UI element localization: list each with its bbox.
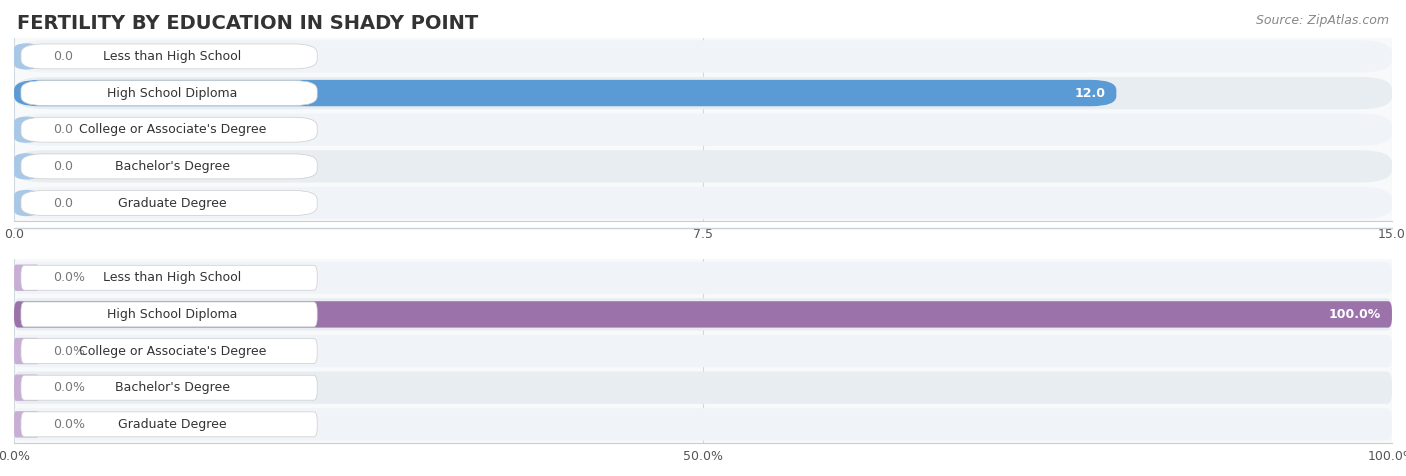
- FancyBboxPatch shape: [14, 190, 39, 216]
- FancyBboxPatch shape: [21, 302, 318, 327]
- Text: 0.0%: 0.0%: [52, 271, 84, 284]
- FancyBboxPatch shape: [14, 153, 39, 179]
- FancyBboxPatch shape: [14, 301, 1392, 327]
- FancyBboxPatch shape: [21, 375, 318, 400]
- FancyBboxPatch shape: [14, 375, 39, 401]
- FancyBboxPatch shape: [14, 187, 1392, 219]
- Text: College or Associate's Degree: College or Associate's Degree: [79, 123, 266, 136]
- Text: 0.0: 0.0: [52, 123, 73, 136]
- FancyBboxPatch shape: [14, 80, 1116, 106]
- Text: 0.0%: 0.0%: [52, 418, 84, 431]
- FancyBboxPatch shape: [14, 298, 1392, 330]
- FancyBboxPatch shape: [14, 114, 1392, 146]
- Text: 100.0%: 100.0%: [1329, 308, 1381, 321]
- FancyBboxPatch shape: [21, 338, 318, 364]
- Text: Graduate Degree: Graduate Degree: [118, 418, 226, 431]
- Text: Graduate Degree: Graduate Degree: [118, 197, 226, 209]
- Text: College or Associate's Degree: College or Associate's Degree: [79, 345, 266, 357]
- Text: 0.0%: 0.0%: [52, 381, 84, 394]
- FancyBboxPatch shape: [21, 117, 318, 142]
- Text: High School Diploma: High School Diploma: [107, 308, 238, 321]
- Text: 0.0%: 0.0%: [52, 345, 84, 357]
- FancyBboxPatch shape: [21, 412, 318, 437]
- FancyBboxPatch shape: [14, 265, 39, 291]
- Text: 12.0: 12.0: [1074, 87, 1105, 99]
- FancyBboxPatch shape: [14, 150, 1392, 182]
- FancyBboxPatch shape: [14, 408, 1392, 440]
- Text: Less than High School: Less than High School: [104, 271, 242, 284]
- Text: High School Diploma: High School Diploma: [107, 87, 238, 99]
- FancyBboxPatch shape: [21, 44, 318, 69]
- Text: Less than High School: Less than High School: [104, 50, 242, 63]
- FancyBboxPatch shape: [21, 265, 318, 290]
- FancyBboxPatch shape: [21, 80, 318, 106]
- FancyBboxPatch shape: [14, 338, 39, 364]
- FancyBboxPatch shape: [14, 372, 1392, 404]
- FancyBboxPatch shape: [14, 77, 1392, 109]
- FancyBboxPatch shape: [14, 335, 1392, 367]
- Text: 0.0: 0.0: [52, 160, 73, 173]
- FancyBboxPatch shape: [21, 190, 318, 216]
- FancyBboxPatch shape: [14, 262, 1392, 294]
- Text: Bachelor's Degree: Bachelor's Degree: [115, 381, 231, 394]
- FancyBboxPatch shape: [21, 154, 318, 179]
- Text: Bachelor's Degree: Bachelor's Degree: [115, 160, 231, 173]
- Text: 0.0: 0.0: [52, 50, 73, 63]
- Text: Source: ZipAtlas.com: Source: ZipAtlas.com: [1256, 14, 1389, 27]
- Text: 0.0: 0.0: [52, 197, 73, 209]
- FancyBboxPatch shape: [14, 411, 39, 437]
- FancyBboxPatch shape: [14, 117, 39, 143]
- FancyBboxPatch shape: [14, 43, 39, 69]
- FancyBboxPatch shape: [14, 40, 1392, 72]
- Text: FERTILITY BY EDUCATION IN SHADY POINT: FERTILITY BY EDUCATION IN SHADY POINT: [17, 14, 478, 33]
